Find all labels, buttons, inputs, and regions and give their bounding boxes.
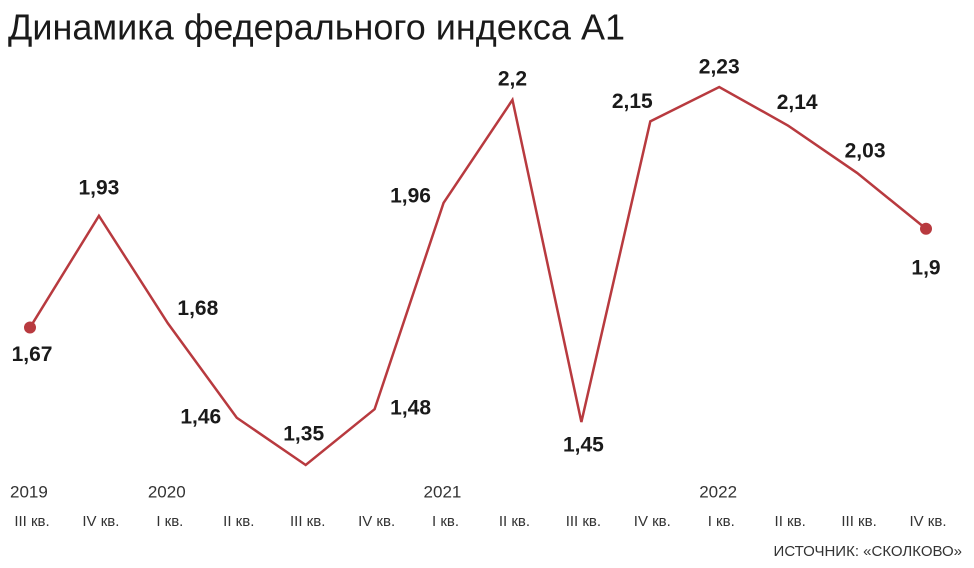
value-label: 1,96 — [390, 185, 431, 208]
x-tick-label: I кв. — [432, 513, 459, 530]
x-tick-label: II кв. — [775, 513, 806, 530]
value-label: 2,15 — [612, 90, 653, 113]
end-marker — [24, 321, 36, 334]
x-tick-label: IV кв. — [634, 513, 671, 530]
value-label: 1,67 — [12, 343, 53, 366]
year-label: 2019 — [10, 482, 48, 501]
x-tick-label: IV кв. — [358, 513, 395, 530]
x-tick-label: IV кв. — [909, 513, 946, 530]
x-tick-label: III кв. — [14, 513, 49, 530]
value-label: 1,45 — [563, 434, 604, 457]
value-label: 1,9 — [911, 256, 940, 279]
source: ИСТОЧНИК: «СКОЛКОВО» — [774, 543, 962, 560]
value-label: 2,03 — [845, 139, 886, 162]
x-tick-label: I кв. — [708, 513, 735, 530]
value-label: 1,48 — [390, 397, 431, 420]
x-tick-label: II кв. — [223, 513, 254, 530]
x-tick-label: II кв. — [499, 513, 530, 530]
value-label: 2,2 — [498, 67, 527, 90]
value-label: 2,14 — [777, 91, 818, 114]
x-tick-label: IV кв. — [82, 513, 119, 530]
chart-title: Динамика федерального индекса А1 — [8, 7, 625, 48]
year-label: 2021 — [424, 482, 462, 501]
x-tick-label: III кв. — [290, 513, 325, 530]
x-tick-label: III кв. — [566, 513, 601, 530]
value-label: 1,35 — [283, 423, 324, 446]
value-label: 1,68 — [177, 297, 218, 320]
year-label: 2022 — [699, 482, 737, 501]
value-label: 1,93 — [78, 176, 119, 199]
line — [28, 85, 927, 467]
x-tick-label: III кв. — [841, 513, 876, 530]
x-tick-label: I кв. — [156, 513, 183, 530]
value-label: 1,46 — [180, 405, 221, 428]
value-label: 2,23 — [699, 56, 740, 79]
year-label: 2020 — [148, 482, 186, 501]
end-marker — [920, 222, 932, 235]
